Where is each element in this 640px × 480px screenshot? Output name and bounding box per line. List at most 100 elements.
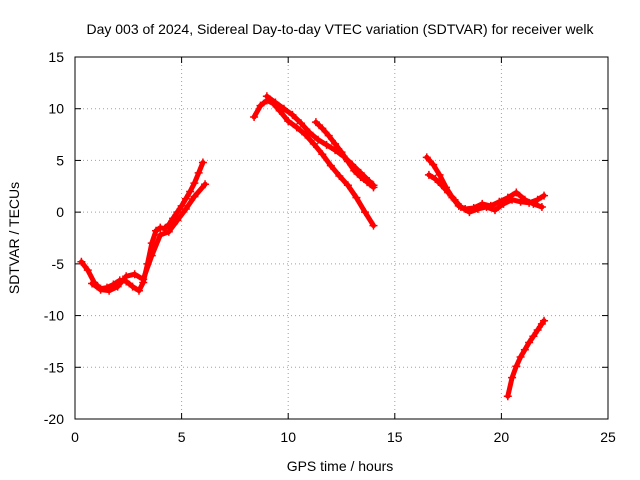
y-tick-label: -10 <box>44 308 64 324</box>
data-point <box>262 92 271 101</box>
series-arc-2 <box>88 180 210 295</box>
data-point <box>437 181 446 190</box>
series-trace <box>426 172 547 215</box>
data-point <box>147 251 156 260</box>
data-point <box>525 338 534 347</box>
data-point <box>173 208 182 217</box>
data-point <box>152 226 161 235</box>
plot-frame <box>74 56 609 420</box>
data-point <box>520 345 529 354</box>
data-point <box>482 202 491 211</box>
series-arc-3 <box>250 96 378 230</box>
data-point <box>512 188 521 197</box>
series-trace <box>313 119 376 190</box>
data-point <box>326 161 335 170</box>
data-point <box>130 270 139 279</box>
data-point <box>324 131 333 140</box>
series-trace <box>251 97 376 229</box>
data-point <box>279 104 288 113</box>
data-point <box>96 285 105 294</box>
data-point <box>540 191 549 200</box>
data-point <box>525 198 534 207</box>
data-point <box>343 181 352 190</box>
data-points <box>77 92 549 401</box>
data-point <box>164 227 173 236</box>
data-point <box>305 128 314 137</box>
series-arc-5 <box>311 118 378 192</box>
data-point <box>369 183 378 192</box>
data-point <box>424 170 433 179</box>
data-point <box>296 119 305 128</box>
data-point <box>122 272 131 281</box>
series-trace <box>89 181 208 294</box>
data-point <box>369 221 378 230</box>
data-point <box>288 110 297 119</box>
data-point <box>177 201 186 210</box>
data-point <box>139 275 148 284</box>
data-point <box>335 171 344 180</box>
data-point <box>173 216 182 225</box>
data-point <box>503 392 512 401</box>
data-point <box>363 178 372 187</box>
y-tick-label: 15 <box>48 49 64 65</box>
data-point <box>491 206 500 215</box>
x-tick-label: 15 <box>387 429 403 445</box>
series-arc-8 <box>503 316 549 401</box>
data-point <box>156 230 165 239</box>
data-point <box>309 139 318 148</box>
data-point <box>190 179 199 188</box>
y-tick-label: 0 <box>56 204 64 220</box>
data-point <box>318 150 327 159</box>
data-point <box>429 160 438 169</box>
data-point <box>88 279 97 288</box>
series-trace <box>264 93 376 188</box>
series-trace <box>78 160 206 294</box>
data-point <box>356 172 365 181</box>
data-point <box>435 170 444 179</box>
data-point <box>77 257 86 266</box>
data-point <box>352 193 361 202</box>
data-point <box>499 199 508 208</box>
x-tick-label: 25 <box>600 429 616 445</box>
axis-ticks: 0 5 10 15 20 25 -20 -15 -10 -5 0 5 10 15 <box>44 49 616 445</box>
x-tick-label: 10 <box>280 429 296 445</box>
data-point <box>350 166 359 175</box>
grid-lines <box>75 57 608 419</box>
data-point <box>156 223 165 232</box>
data-point <box>444 188 453 197</box>
data-point <box>465 208 474 217</box>
data-point <box>540 316 549 325</box>
y-tick-label: 5 <box>56 152 64 168</box>
data-point <box>516 352 525 361</box>
data-point <box>284 117 293 126</box>
data-point <box>529 332 538 341</box>
data-point <box>516 197 525 206</box>
data-point <box>533 195 542 204</box>
data-point <box>337 148 346 157</box>
y-tick-label: -20 <box>44 411 64 427</box>
x-tick-label: 20 <box>494 429 510 445</box>
data-point <box>314 135 323 144</box>
data-point <box>343 157 352 166</box>
data-point <box>456 202 465 211</box>
data-point <box>201 180 210 189</box>
data-point <box>181 205 190 214</box>
data-point <box>331 139 340 148</box>
y-tick-label: -15 <box>44 359 64 375</box>
data-point <box>311 118 320 127</box>
data-point <box>301 130 310 139</box>
y-axis-label: SDTVAR / TECUs <box>6 182 22 294</box>
data-point <box>508 373 517 382</box>
series-arc-4 <box>262 92 378 190</box>
data-point <box>190 192 199 201</box>
data-point <box>134 286 143 295</box>
x-tick-label: 0 <box>71 429 79 445</box>
data-point <box>508 195 517 204</box>
data-point <box>322 140 331 149</box>
data-point <box>271 98 280 107</box>
data-point <box>113 282 122 291</box>
data-point <box>537 202 546 211</box>
chart-title: Day 003 of 2024, Sidereal Day-to-day VTE… <box>86 21 594 37</box>
data-point <box>422 153 431 162</box>
